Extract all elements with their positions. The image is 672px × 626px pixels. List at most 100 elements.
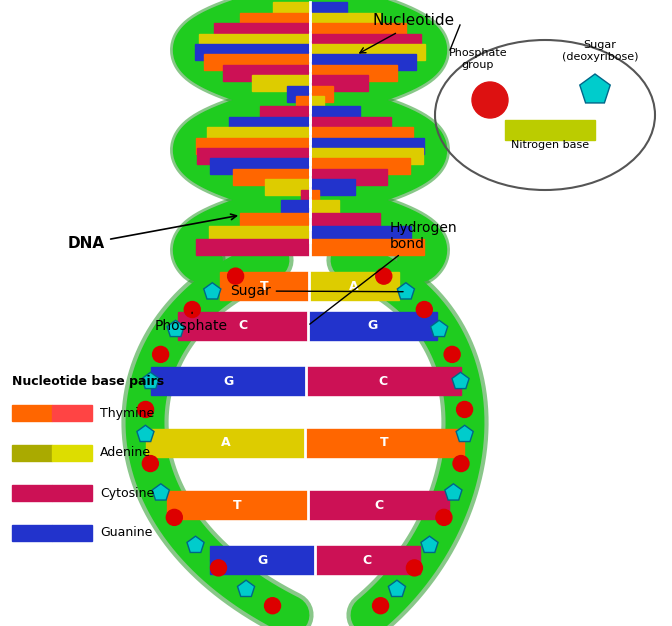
Bar (197, 148, 310, 164)
Bar (52, 405, 92, 421)
Bar (308, 312, 437, 340)
Text: T: T (233, 499, 242, 511)
Bar (233, 169, 310, 185)
Text: Nitrogen base: Nitrogen base (511, 140, 589, 150)
Text: Nucleotide: Nucleotide (372, 13, 454, 28)
Polygon shape (187, 536, 204, 553)
Polygon shape (421, 536, 438, 553)
Bar (310, 200, 339, 216)
Text: Hydrogen
bond: Hydrogen bond (310, 221, 458, 324)
Text: Sugar
(deoxyribose): Sugar (deoxyribose) (562, 41, 638, 62)
Bar (310, 96, 325, 112)
Bar (310, 34, 421, 49)
Polygon shape (456, 425, 473, 441)
Circle shape (138, 401, 153, 418)
Bar (310, 179, 355, 195)
Bar (214, 23, 310, 39)
Bar (310, 148, 423, 164)
Polygon shape (431, 321, 448, 337)
Polygon shape (388, 580, 405, 597)
Bar (301, 190, 310, 205)
Bar (310, 44, 425, 60)
Bar (229, 117, 310, 133)
Bar (273, 3, 310, 18)
Text: Phosphate
group: Phosphate group (449, 48, 507, 70)
Polygon shape (167, 321, 184, 337)
Bar (52, 525, 92, 541)
Bar (196, 44, 310, 60)
Text: Phosphate: Phosphate (155, 312, 228, 333)
Bar (199, 34, 310, 49)
Bar (52, 485, 92, 501)
Circle shape (228, 268, 243, 284)
Circle shape (417, 302, 432, 317)
Bar (310, 65, 396, 81)
Bar (310, 13, 380, 29)
Text: DNA: DNA (68, 214, 237, 251)
Circle shape (407, 560, 423, 576)
Bar (306, 367, 460, 395)
Text: Guanine: Guanine (100, 526, 153, 540)
Text: Nucleotide base pairs: Nucleotide base pairs (12, 375, 164, 388)
Polygon shape (137, 425, 154, 441)
Bar (196, 239, 310, 255)
Bar (12, 485, 52, 501)
Polygon shape (142, 372, 159, 389)
Polygon shape (397, 283, 415, 299)
Text: G: G (367, 319, 378, 332)
Polygon shape (237, 580, 255, 597)
Bar (310, 3, 347, 18)
Circle shape (456, 401, 472, 418)
Circle shape (472, 82, 508, 118)
Bar (282, 200, 310, 216)
Text: T: T (380, 436, 389, 449)
Bar (310, 23, 405, 39)
Bar (260, 106, 310, 123)
Text: C: C (239, 319, 247, 332)
Bar (310, 75, 368, 91)
Bar (210, 158, 310, 175)
Bar (146, 429, 305, 456)
Bar (240, 13, 310, 29)
Text: T: T (260, 280, 269, 293)
Text: Thymine: Thymine (100, 406, 155, 419)
Circle shape (376, 268, 392, 284)
Text: Cytosine: Cytosine (100, 486, 155, 500)
Circle shape (453, 456, 469, 471)
Circle shape (166, 510, 182, 525)
Bar (315, 546, 420, 575)
Bar (310, 86, 333, 101)
Circle shape (184, 302, 200, 317)
Text: C: C (374, 499, 383, 511)
Circle shape (153, 346, 169, 362)
Text: Sugar: Sugar (230, 284, 403, 298)
Bar (310, 213, 380, 229)
Bar (209, 226, 310, 242)
Bar (52, 445, 92, 461)
Bar (178, 312, 308, 340)
Text: A: A (221, 436, 230, 449)
Polygon shape (452, 372, 469, 389)
Bar (210, 546, 315, 575)
Polygon shape (204, 283, 221, 299)
Polygon shape (153, 484, 169, 500)
Bar (265, 179, 310, 195)
Bar (12, 405, 52, 421)
Bar (223, 65, 310, 81)
Bar (310, 117, 391, 133)
Circle shape (142, 456, 159, 471)
Bar (207, 127, 310, 143)
Bar (308, 491, 449, 519)
Circle shape (436, 510, 452, 525)
Circle shape (265, 598, 280, 613)
Bar (310, 239, 425, 255)
Bar (305, 429, 464, 456)
Text: G: G (257, 554, 268, 567)
Bar (167, 491, 308, 519)
Circle shape (444, 346, 460, 362)
Bar (287, 86, 310, 101)
Bar (252, 75, 310, 91)
Bar (220, 272, 309, 300)
Bar (196, 138, 310, 153)
Bar (309, 272, 399, 300)
